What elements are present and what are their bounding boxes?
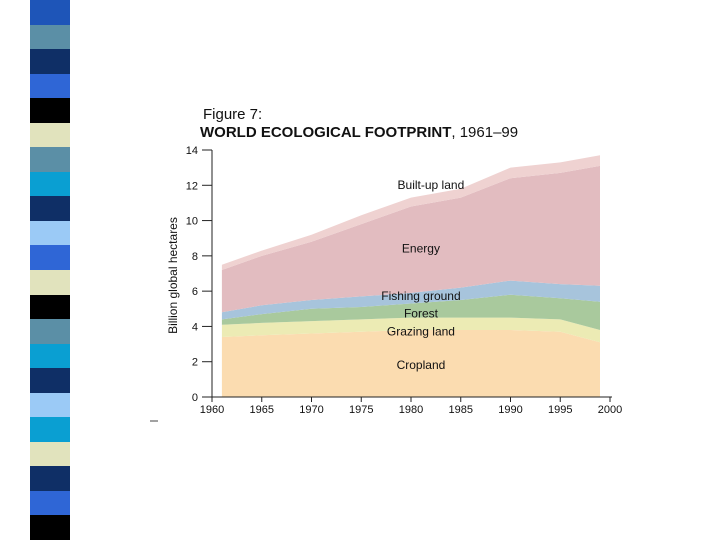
decorative-strip	[30, 0, 70, 540]
strip-block	[30, 368, 70, 394]
strip-block	[30, 294, 70, 320]
x-tick-label: 1965	[250, 404, 274, 416]
chart-title: WORLD ECOLOGICAL FOOTPRINT, 1961–99	[200, 124, 518, 141]
strip-block	[30, 441, 70, 467]
x-tick-label: 1970	[299, 404, 323, 416]
strip-block	[30, 24, 70, 50]
area-labels-group: Built-up land Energy Fishing ground Forest G…	[381, 178, 464, 372]
area-fishing-ground	[221, 280, 600, 320]
strip-block	[30, 417, 70, 443]
strip-block	[30, 171, 70, 197]
axes-group: 0 2 4 6 8 10 12 14 1960 1965 1970 1975 1980 1985 1990 1…	[186, 145, 622, 416]
area-label: Grazing land	[387, 324, 455, 338]
area-cropland	[221, 330, 600, 397]
area-label: Cropland	[397, 358, 446, 372]
strip-block	[30, 515, 70, 540]
strip-block	[30, 466, 70, 492]
strip-block	[30, 343, 70, 369]
y-tick-label: 8	[192, 251, 198, 263]
strip-block	[30, 196, 70, 222]
x-tick-label: 1995	[548, 404, 572, 416]
strip-block	[30, 490, 70, 516]
chart-title-main: WORLD ECOLOGICAL FOOTPRINT	[200, 124, 451, 141]
figure-number: Figure 7:	[203, 106, 262, 123]
strip-block	[30, 147, 70, 173]
y-tick-label: 4	[192, 321, 198, 333]
strip-block	[30, 319, 70, 345]
strip-block	[30, 122, 70, 148]
y-axis-label: Billion global hectares	[166, 217, 180, 334]
strip-block	[30, 392, 70, 418]
area-energy	[221, 165, 600, 313]
area-forest	[221, 294, 600, 330]
strip-block	[30, 98, 70, 124]
area-series-group	[221, 155, 600, 397]
strip-block	[30, 245, 70, 271]
strip-block	[30, 0, 70, 26]
x-tick-label: 1960	[200, 404, 224, 416]
x-tick-label: 1985	[449, 404, 473, 416]
y-tick-label: 2	[192, 357, 198, 369]
y-tick-label: 0	[192, 392, 198, 404]
y-tick-label: 12	[186, 180, 198, 192]
area-label: Forest	[404, 307, 439, 321]
strip-block	[30, 220, 70, 246]
x-tick-label: 2000	[598, 404, 622, 416]
area-grazing-land	[221, 317, 600, 343]
strip-block	[30, 73, 70, 99]
x-tick-label: 1990	[498, 404, 522, 416]
area-label: Fishing ground	[381, 289, 460, 303]
x-tick-label: 1975	[349, 404, 373, 416]
area-label: Energy	[402, 241, 440, 255]
area-built-up-land	[221, 155, 600, 270]
y-tick-label: 14	[186, 145, 198, 157]
y-tick-label: 6	[192, 286, 198, 298]
strip-block	[30, 270, 70, 296]
chart-title-years: , 1961–99	[451, 124, 518, 141]
y-tick-label: 10	[186, 216, 198, 228]
area-label: Built-up land	[398, 178, 465, 192]
x-tick-label: 1980	[399, 404, 423, 416]
strip-block	[30, 49, 70, 75]
